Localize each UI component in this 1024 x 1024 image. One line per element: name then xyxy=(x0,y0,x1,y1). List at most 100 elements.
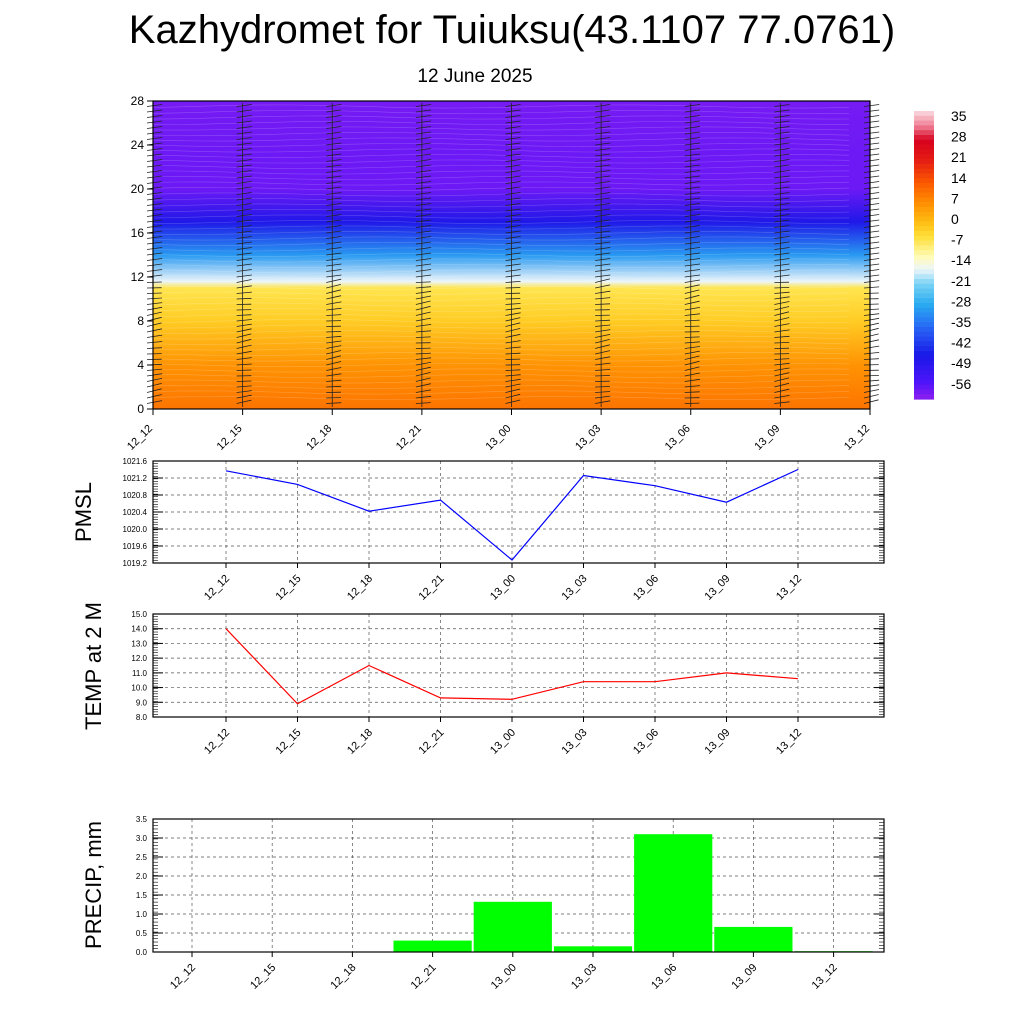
colorbar-segment xyxy=(914,259,934,266)
wind-barb xyxy=(326,314,342,316)
wind-barb xyxy=(415,252,432,256)
wind-barb xyxy=(595,329,611,333)
colorbar-segment xyxy=(914,384,934,390)
wind-barb xyxy=(236,269,252,272)
wind-barb xyxy=(684,181,701,184)
wind-barb xyxy=(146,252,163,256)
wind-barb xyxy=(505,369,521,371)
colorbar xyxy=(914,111,934,400)
wind-barb xyxy=(505,225,521,228)
y-tick-label: 28 xyxy=(131,94,145,108)
wind-barb xyxy=(505,312,521,316)
wind-barb xyxy=(863,252,880,256)
wind-barb xyxy=(774,401,790,404)
wind-barb xyxy=(774,287,790,289)
colorbar-segment xyxy=(914,351,934,357)
wind-barb xyxy=(146,192,163,195)
wind-barb xyxy=(415,362,432,366)
colorbar-segment xyxy=(914,226,934,232)
wind-barb xyxy=(146,258,163,261)
wind-barb xyxy=(863,192,880,195)
wind-barb xyxy=(236,142,252,146)
colorbar-label: -35 xyxy=(951,314,971,330)
wind-barb xyxy=(774,192,790,195)
wind-barb xyxy=(326,192,342,195)
wind-barb xyxy=(236,390,252,393)
x-tick-label: 13_06 xyxy=(631,727,661,757)
wind-barb xyxy=(774,225,790,228)
wind-barb xyxy=(415,377,431,382)
wind-barb xyxy=(146,400,163,404)
y-tick-label: 0.5 xyxy=(136,929,148,938)
x-tick-label: 12_18 xyxy=(304,423,334,453)
wind-barb xyxy=(236,192,252,195)
wind-barb xyxy=(863,230,880,234)
precip-bar xyxy=(553,946,633,952)
wind-barb xyxy=(326,252,342,256)
wind-barb xyxy=(684,170,701,173)
wind-barb xyxy=(146,341,163,344)
wind-barb xyxy=(326,301,342,305)
wind-barb xyxy=(415,336,431,338)
wind-barb xyxy=(774,241,790,245)
wind-barb xyxy=(146,115,163,118)
contour-lines xyxy=(152,104,850,400)
wind-barb xyxy=(595,203,611,206)
wind-barb xyxy=(146,197,163,201)
x-tick-label: 12_18 xyxy=(345,573,375,603)
temp-ylabel: TEMP at 2 M xyxy=(81,602,106,730)
wind-barb xyxy=(863,219,880,223)
wind-barb xyxy=(326,355,341,360)
wind-barb xyxy=(774,269,790,272)
wind-barb xyxy=(326,153,342,157)
wind-barb xyxy=(236,380,252,382)
wind-barb xyxy=(236,344,252,349)
precip-panel: 0.0 0.5 1.0 1.5 2.0 2.5 3.0 3.5 12_12 12_15 12_18 1… xyxy=(81,815,885,992)
temp-panel: 8.0 9.0 10.0 11.0 12.0 13.0 14.0 15.0 12_12 12_15… xyxy=(81,602,885,757)
colorbar-segment xyxy=(914,394,934,400)
y-tick-label: 15.0 xyxy=(131,610,147,619)
wind-barb xyxy=(146,236,163,239)
x-tick-label: 13_09 xyxy=(729,962,759,992)
wind-barb xyxy=(863,303,879,305)
wind-barb xyxy=(863,120,880,124)
x-tick-label: 13_09 xyxy=(703,573,733,603)
wind-barb xyxy=(684,252,701,256)
wind-barb xyxy=(326,236,342,239)
wind-barb xyxy=(774,142,790,146)
wind-barb xyxy=(505,104,521,107)
wind-barb xyxy=(326,159,342,162)
wind-barb xyxy=(774,115,790,118)
wind-barb xyxy=(236,252,252,256)
wind-barb xyxy=(595,104,611,107)
x-tick-label: 13_06 xyxy=(631,573,661,603)
wind-barb xyxy=(863,153,880,157)
wind-barb xyxy=(684,203,701,206)
wind-barb xyxy=(236,181,252,184)
y-tick-label: 2.5 xyxy=(136,853,148,862)
wind-barb xyxy=(415,372,431,377)
wind-barb xyxy=(684,279,700,283)
wind-barb xyxy=(146,153,163,157)
wind-barb xyxy=(863,241,880,245)
colorbar-segment xyxy=(914,183,934,189)
contour-line xyxy=(152,121,850,125)
wind-barb xyxy=(326,247,342,250)
wind-barb xyxy=(595,120,611,124)
wind-barb xyxy=(505,170,521,173)
wind-barb xyxy=(684,258,701,261)
contour-line xyxy=(152,319,850,323)
x-tick-label: 13_03 xyxy=(560,573,590,603)
wind-barb xyxy=(415,148,432,151)
wind-barb xyxy=(774,137,790,140)
x-tick-label: 12_15 xyxy=(248,962,278,992)
wind-barb xyxy=(774,170,790,173)
wind-barb xyxy=(684,137,701,140)
wind-barb xyxy=(326,385,342,388)
wind-barb xyxy=(863,399,879,404)
wind-barb xyxy=(684,300,700,305)
wind-barb xyxy=(326,241,342,245)
colorbar-segment xyxy=(914,231,934,237)
colorbar-segment xyxy=(914,283,934,290)
precip-bar xyxy=(473,901,552,952)
